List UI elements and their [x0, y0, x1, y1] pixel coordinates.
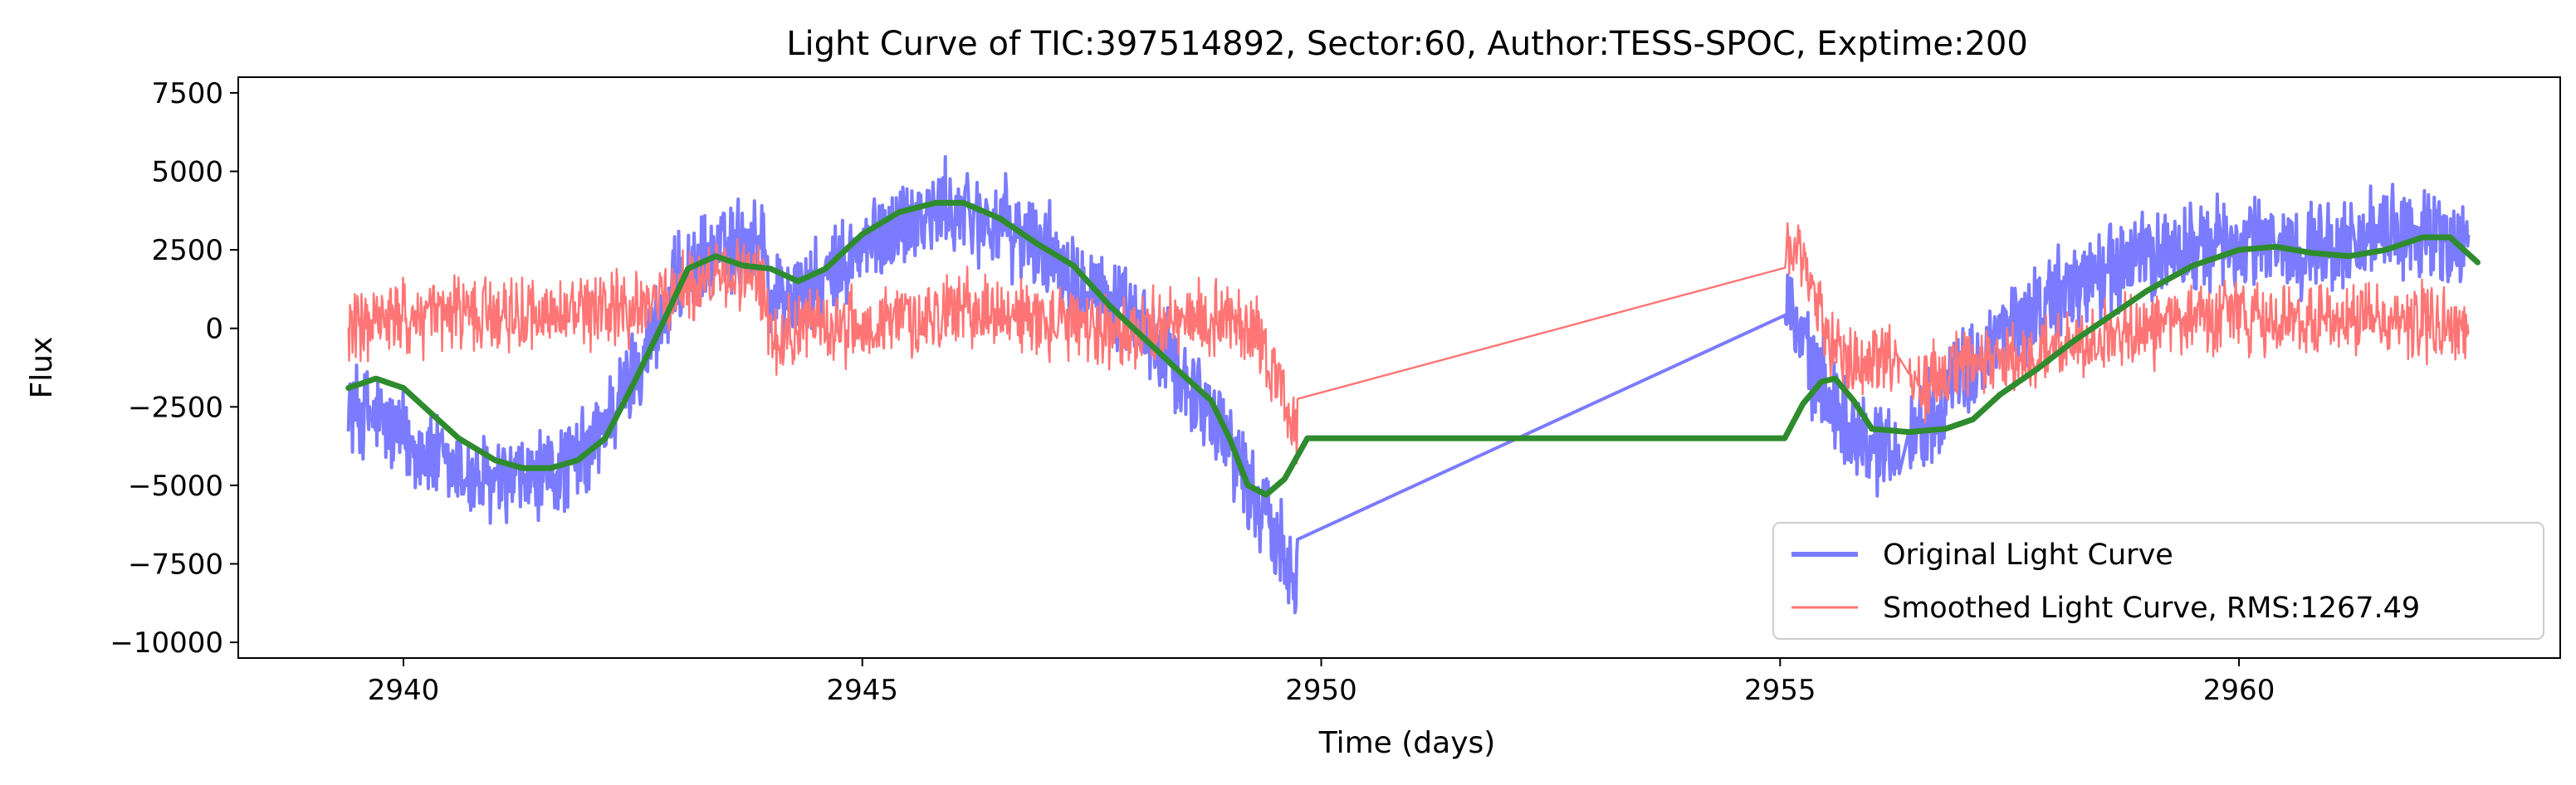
legend: Original Light Curve Smoothed Light Curv…: [1772, 522, 2544, 640]
plot-frame: [237, 76, 2561, 659]
x-tick-label: 2945: [826, 674, 898, 707]
x-tick-label: 2960: [2203, 674, 2275, 707]
x-axis-label: Time (days): [1318, 726, 1496, 760]
series-trend-line: [345, 199, 2481, 498]
y-ticks: 7500 5000 2500 0 −2500 −5000 −7500 −10000: [110, 77, 238, 660]
y-tick-label: 2500: [151, 234, 223, 267]
y-tick-label: −7500: [128, 548, 223, 581]
y-tick-label: 5000: [151, 156, 223, 189]
legend-box: [1772, 522, 2544, 640]
x-ticks: 2940 2945 2950 2955 2960: [368, 658, 2275, 707]
chart-title: Light Curve of TIC:397514892, Sector:60,…: [786, 25, 2028, 63]
y-tick-label: −5000: [128, 470, 223, 503]
x-tick-label: 2955: [1744, 674, 1816, 707]
x-tick-label: 2950: [1285, 674, 1357, 707]
series-smoothed-line: [347, 222, 2470, 465]
y-tick-label: 7500: [151, 77, 223, 110]
y-tick-label: −10000: [110, 627, 223, 660]
y-axis-label: Flux: [25, 337, 59, 399]
legend-label-original: Original Light Curve: [1883, 539, 2173, 572]
legend-label-smoothed: Smoothed Light Curve, RMS:1267.49: [1883, 592, 2420, 625]
x-tick-label: 2940: [368, 674, 440, 707]
y-tick-label: −2500: [128, 391, 223, 424]
series-layer: [345, 154, 2481, 615]
y-tick-label: 0: [205, 313, 223, 346]
